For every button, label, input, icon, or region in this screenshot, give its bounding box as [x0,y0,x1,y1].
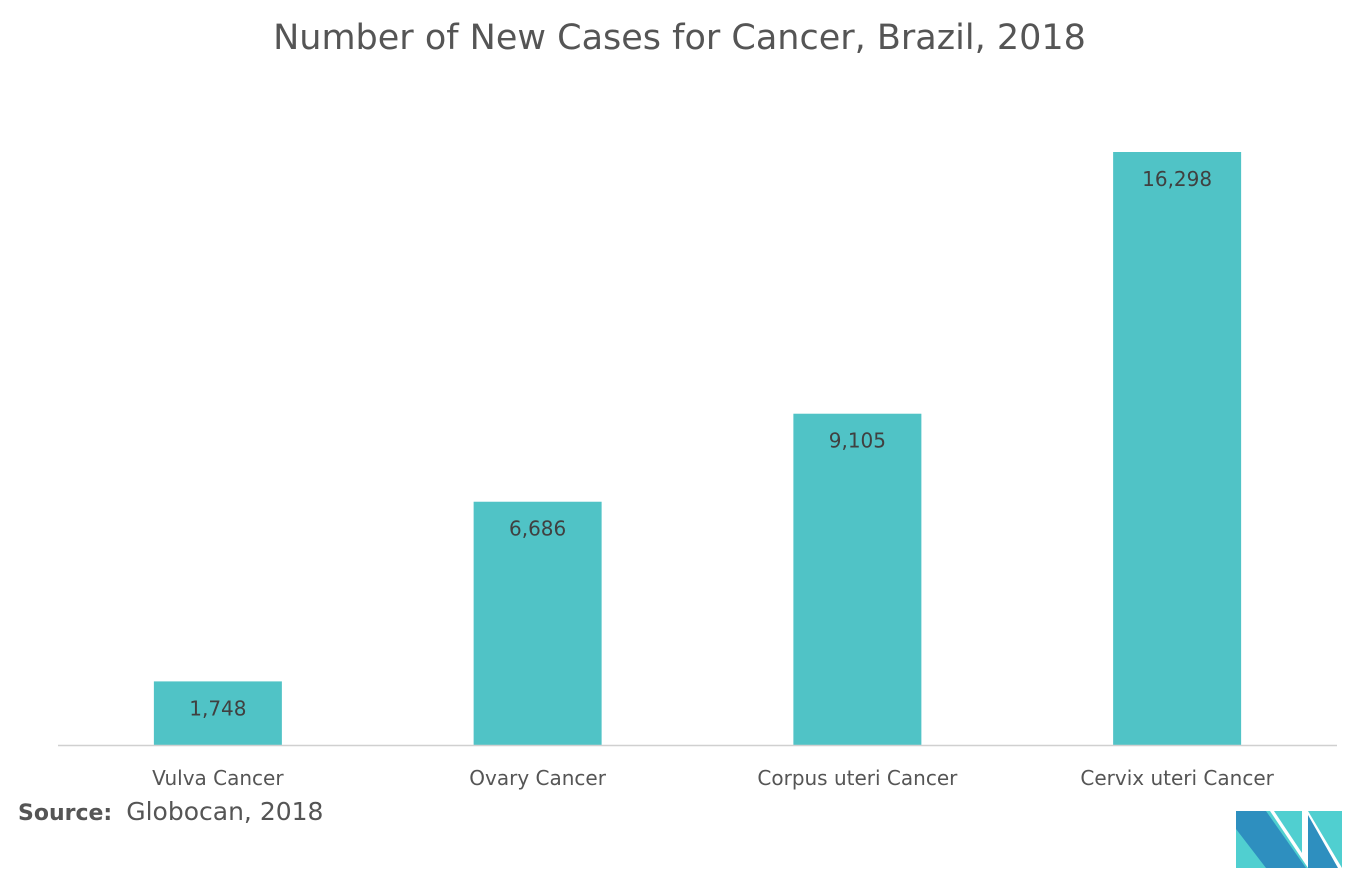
bar [473,501,602,745]
x-tick-label: Corpus uteri Cancer [757,766,958,790]
bar [793,413,922,745]
brand-logo [1236,811,1342,868]
data-label: 6,686 [509,517,566,541]
source-label: Source: [18,801,113,826]
x-tick-label: Ovary Cancer [469,766,606,790]
x-tick-label: Cervix uteri Cancer [1080,766,1274,790]
data-label: 9,105 [829,429,886,453]
source-text: Globocan, 2018 [126,797,324,826]
data-label: 16,298 [1142,167,1212,191]
bar [1113,152,1242,745]
data-label: 1,748 [189,696,246,720]
source-note: Source: Globocan, 2018 [18,797,323,826]
x-tick-label: Vulva Cancer [152,766,284,790]
bar [153,681,282,745]
chart-title: Number of New Cases for Cancer, Brazil, … [273,18,1086,58]
